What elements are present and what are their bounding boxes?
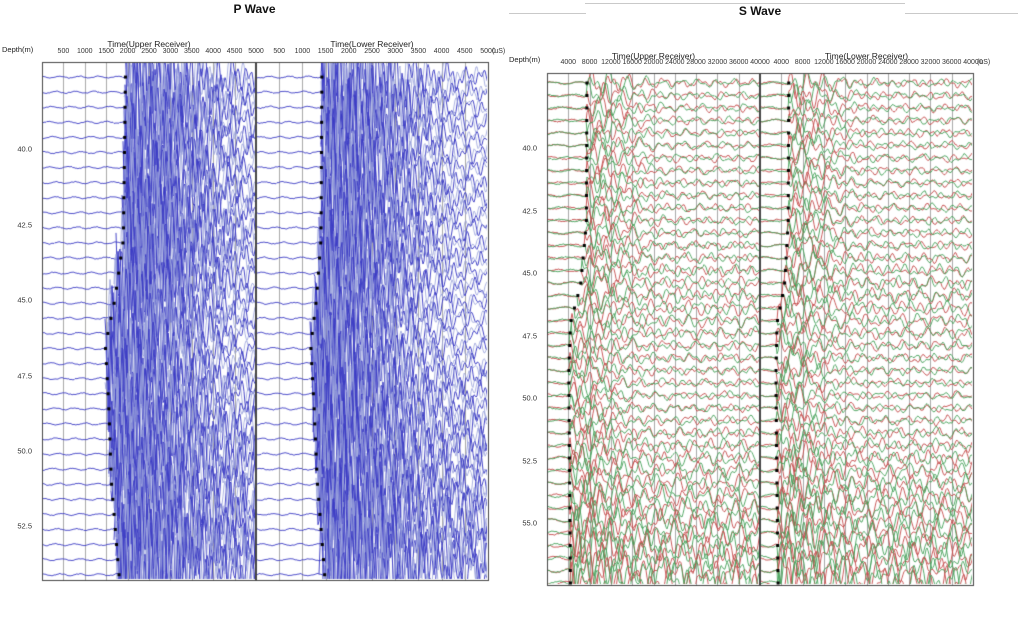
- time-tick-label: 32000: [707, 59, 728, 66]
- time-tick-label: 4000: [773, 59, 790, 66]
- time-tick-label: 24000: [665, 59, 685, 66]
- time-tick-label: 1500: [98, 48, 114, 55]
- time-tick-label: 20000: [643, 59, 664, 66]
- time-tick-label: 4500: [226, 48, 243, 55]
- time-tick-label: 4000: [560, 59, 577, 66]
- depth-tick-label: 40.0: [522, 143, 537, 153]
- time-tick-label: 12000: [814, 59, 834, 66]
- time-tick-label: 16000: [622, 59, 642, 66]
- time-tick-label: 3500: [410, 48, 427, 55]
- time-unit-label: (uS): [977, 59, 991, 66]
- depth-tick-label: 47.5: [17, 371, 32, 381]
- time-tick-label: 1500: [317, 48, 334, 55]
- p-upper-receiver-axis-label: Time(Upper Receiver): [107, 39, 191, 49]
- depth-tick-label: 40.0: [17, 144, 32, 154]
- depth-tick-label: 45.0: [17, 295, 32, 305]
- time-tick-label: 28000: [899, 59, 919, 66]
- time-tick-label: 8000: [794, 59, 811, 66]
- time-tick-label: 2500: [364, 48, 380, 55]
- time-tick-label: 12000: [601, 59, 621, 66]
- s-wave-chart-title: S Wave: [738, 4, 782, 18]
- depth-tick-label: 52.5: [17, 521, 32, 531]
- time-tick-label: 4000: [205, 48, 221, 55]
- time-tick-label: 36000: [941, 59, 962, 66]
- p-wave-chart-title: P Wave: [233, 2, 276, 16]
- time-tick-label: 8000: [581, 59, 598, 66]
- time-tick-label: 20000: [856, 59, 877, 66]
- time-tick-label: 500: [273, 48, 286, 55]
- depth-tick-label: 42.5: [17, 220, 32, 230]
- depth-tick-label: 52.5: [522, 456, 537, 465]
- time-tick-label: 2500: [141, 48, 157, 55]
- depth-tick-label: 50.0: [522, 393, 537, 403]
- time-tick-label: 5000: [248, 48, 264, 55]
- time-tick-label: 1000: [294, 48, 311, 55]
- time-tick-label: 3000: [387, 48, 403, 55]
- time-tick-label: 2000: [341, 48, 357, 55]
- depth-tick-label: 47.5: [522, 331, 537, 340]
- s-lower-receiver-axis-label: Time(Lower Receiver): [824, 51, 909, 61]
- depth-tick-label: 42.5: [522, 206, 537, 215]
- p-depth-axis-label: Depth(m): [2, 45, 34, 54]
- s-upper-receiver-axis-label: Time(Upper Receiver): [611, 51, 696, 61]
- time-tick-label: 40000: [963, 59, 983, 66]
- p-lower-receiver-axis-label: Time(Lower Receiver): [330, 39, 414, 49]
- time-tick-label: 36000: [728, 59, 749, 66]
- time-tick-label: 24000: [878, 59, 898, 66]
- time-tick-label: 4000: [433, 48, 450, 55]
- time-tick-label: 3500: [184, 48, 200, 55]
- time-unit-label: (uS): [492, 48, 506, 55]
- s-depth-axis-label: Depth(m): [509, 55, 541, 64]
- time-tick-label: 5000: [480, 48, 496, 55]
- time-tick-label: 32000: [920, 59, 941, 66]
- time-tick-label: 40000: [750, 59, 770, 66]
- depth-tick-label: 50.0: [17, 446, 32, 456]
- time-tick-label: 500: [57, 48, 70, 55]
- depth-tick-label: 45.0: [522, 268, 537, 278]
- time-tick-label: 4500: [457, 48, 473, 55]
- time-tick-label: 28000: [686, 59, 706, 66]
- depth-tick-label: 55.0: [522, 518, 537, 528]
- time-tick-label: 1000: [77, 48, 93, 55]
- time-tick-label: 2000: [119, 48, 136, 55]
- time-tick-label: 16000: [835, 59, 855, 66]
- time-tick-label: 3000: [162, 48, 179, 55]
